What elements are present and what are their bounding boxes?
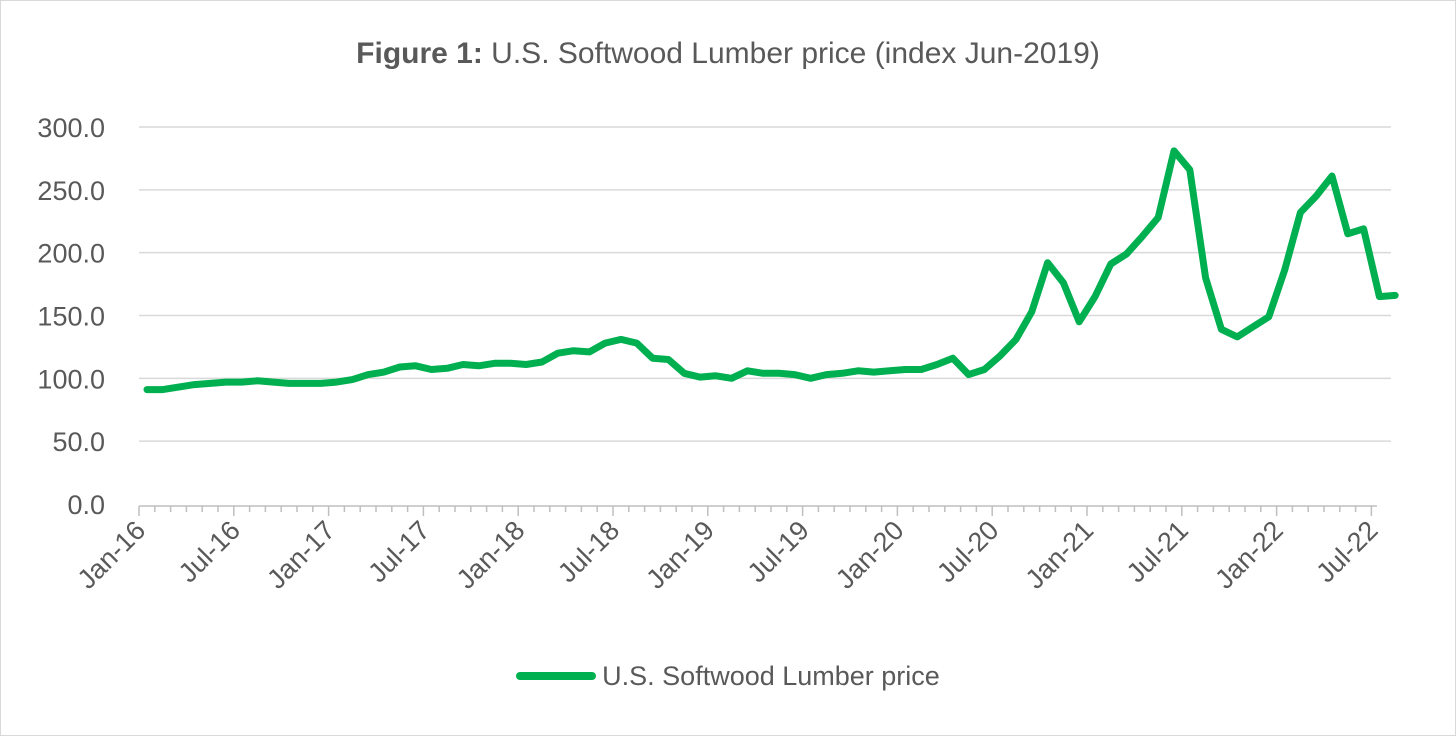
y-tick-label: 250.0 <box>37 176 105 206</box>
x-tick-label: Jan-16 <box>72 515 152 595</box>
x-tick-label: Jan-22 <box>1209 515 1289 595</box>
x-tick-label: Jul-20 <box>931 515 1004 588</box>
legend-swatch <box>516 671 597 680</box>
x-tick-label: Jan-21 <box>1020 515 1100 595</box>
x-tick-label: Jul-18 <box>552 515 625 588</box>
series-line <box>143 147 1399 394</box>
chart-legend: U.S. Softwood Lumber price <box>1 661 1455 692</box>
x-tick-label: Jan-17 <box>261 515 341 595</box>
x-tick-label: Jan-19 <box>640 515 720 595</box>
x-tick-label: Jul-19 <box>742 515 815 588</box>
chart-title-prefix: Figure 1: <box>356 37 483 70</box>
y-tick-label: 300.0 <box>37 113 105 143</box>
legend-label: U.S. Softwood Lumber price <box>602 661 940 691</box>
chart-title-text: U.S. Softwood Lumber price (index Jun-20… <box>482 37 1100 70</box>
x-tick-label: Jan-20 <box>830 515 910 595</box>
x-tick-label: Jul-17 <box>362 515 435 588</box>
x-tick-label: Jul-21 <box>1121 515 1194 588</box>
x-tick-label: Jul-22 <box>1310 515 1383 588</box>
x-tick-label: Jul-16 <box>173 515 246 588</box>
y-tick-label: 50.0 <box>52 427 105 457</box>
y-tick-label: 0.0 <box>67 490 105 520</box>
y-tick-label: 200.0 <box>37 239 105 269</box>
chart-title: Figure 1: U.S. Softwood Lumber price (in… <box>1 37 1455 71</box>
y-tick-label: 100.0 <box>37 364 105 394</box>
x-tick-label: Jan-18 <box>451 515 531 595</box>
y-tick-label: 150.0 <box>37 302 105 332</box>
